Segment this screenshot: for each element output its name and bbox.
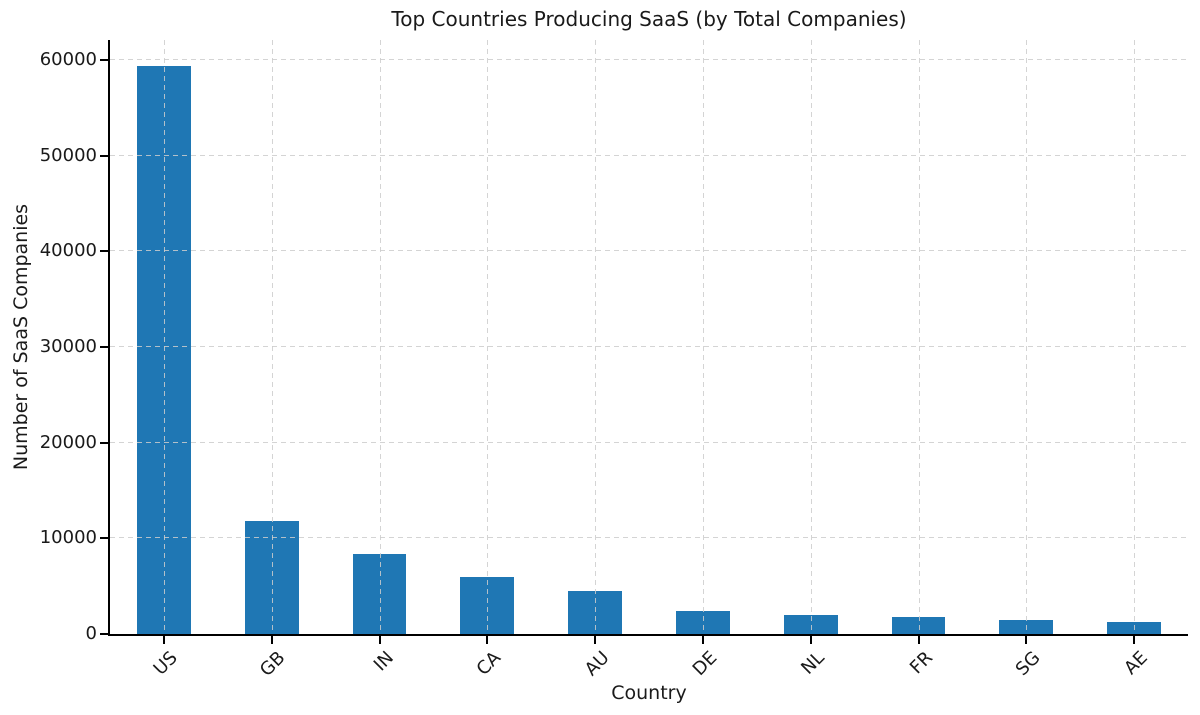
x-tick-label-sg: SG: [1011, 647, 1045, 681]
y-tick-mark: [100, 154, 108, 157]
x-tick-label-nl: NL: [797, 647, 829, 679]
x-tick-mark: [1133, 636, 1136, 644]
vertical-gridline: [163, 40, 165, 634]
x-tick-mark: [701, 636, 704, 644]
x-tick-label-us: US: [149, 647, 183, 680]
y-tick-mark: [100, 59, 108, 62]
x-tick-label-in: IN: [369, 647, 398, 676]
vertical-gridline: [810, 40, 812, 634]
horizontal-gridline: [110, 441, 1188, 443]
x-tick-mark: [1025, 636, 1028, 644]
vertical-gridline: [271, 40, 273, 634]
bar-us: [136, 65, 191, 634]
vertical-gridline: [1134, 40, 1136, 634]
horizontal-gridline: [110, 250, 1188, 252]
y-tick-mark: [100, 633, 108, 635]
y-tick-label: 60000: [39, 49, 97, 71]
x-axis-label: Country: [611, 682, 687, 704]
x-tick-label-ae: AE: [1120, 647, 1153, 679]
x-tick-label-gb: GB: [256, 647, 290, 681]
x-tick-mark: [486, 636, 489, 644]
y-tick-mark: [100, 537, 108, 540]
vertical-gridline: [1026, 40, 1028, 634]
bar-ca: [460, 576, 515, 634]
y-axis: 0 10000 20000 30000 40000 50000 60000: [0, 40, 110, 643]
x-tick-label-au: AU: [580, 647, 614, 681]
bar-in: [352, 553, 407, 634]
bar-au: [568, 590, 623, 634]
x-tick-mark: [917, 636, 920, 644]
chart-title: Top Countries Producing SaaS (by Total C…: [391, 7, 907, 31]
bar-ae: [1107, 622, 1162, 634]
vertical-gridline: [595, 40, 597, 634]
y-tick-mark: [100, 250, 108, 253]
plot-area: [108, 40, 1188, 636]
bar-de: [675, 611, 730, 634]
bar-sg: [999, 620, 1054, 634]
x-tick-mark: [594, 636, 597, 644]
y-tick-label: 0: [85, 623, 97, 644]
y-tick-mark: [100, 346, 108, 349]
x-tick-label-de: DE: [688, 647, 722, 680]
left-spine: [108, 40, 110, 636]
x-tick-label-ca: CA: [472, 647, 506, 680]
x-axis: US GB IN CA AU DE NL FR SG AE: [110, 634, 1188, 694]
bottom-spine: [108, 634, 1188, 636]
vertical-gridline: [918, 40, 920, 634]
vertical-gridline: [487, 40, 489, 634]
x-tick-label-fr: FR: [905, 647, 937, 679]
x-tick-mark: [809, 636, 812, 644]
y-tick-mark: [100, 441, 108, 444]
bar-fr: [891, 616, 946, 634]
horizontal-gridline: [110, 154, 1188, 156]
y-tick-label: 40000: [39, 240, 97, 262]
x-tick-mark: [162, 636, 165, 644]
y-tick-label: 30000: [39, 336, 97, 358]
y-tick-label: 50000: [39, 144, 97, 166]
horizontal-gridline: [110, 346, 1188, 348]
vertical-gridline: [379, 40, 381, 634]
y-tick-label: 10000: [39, 527, 97, 549]
horizontal-gridline: [110, 537, 1188, 539]
horizontal-gridline: [110, 59, 1188, 61]
vertical-gridline: [702, 40, 704, 634]
y-tick-label: 20000: [39, 431, 97, 453]
x-tick-mark: [270, 636, 273, 644]
x-tick-mark: [378, 636, 381, 644]
